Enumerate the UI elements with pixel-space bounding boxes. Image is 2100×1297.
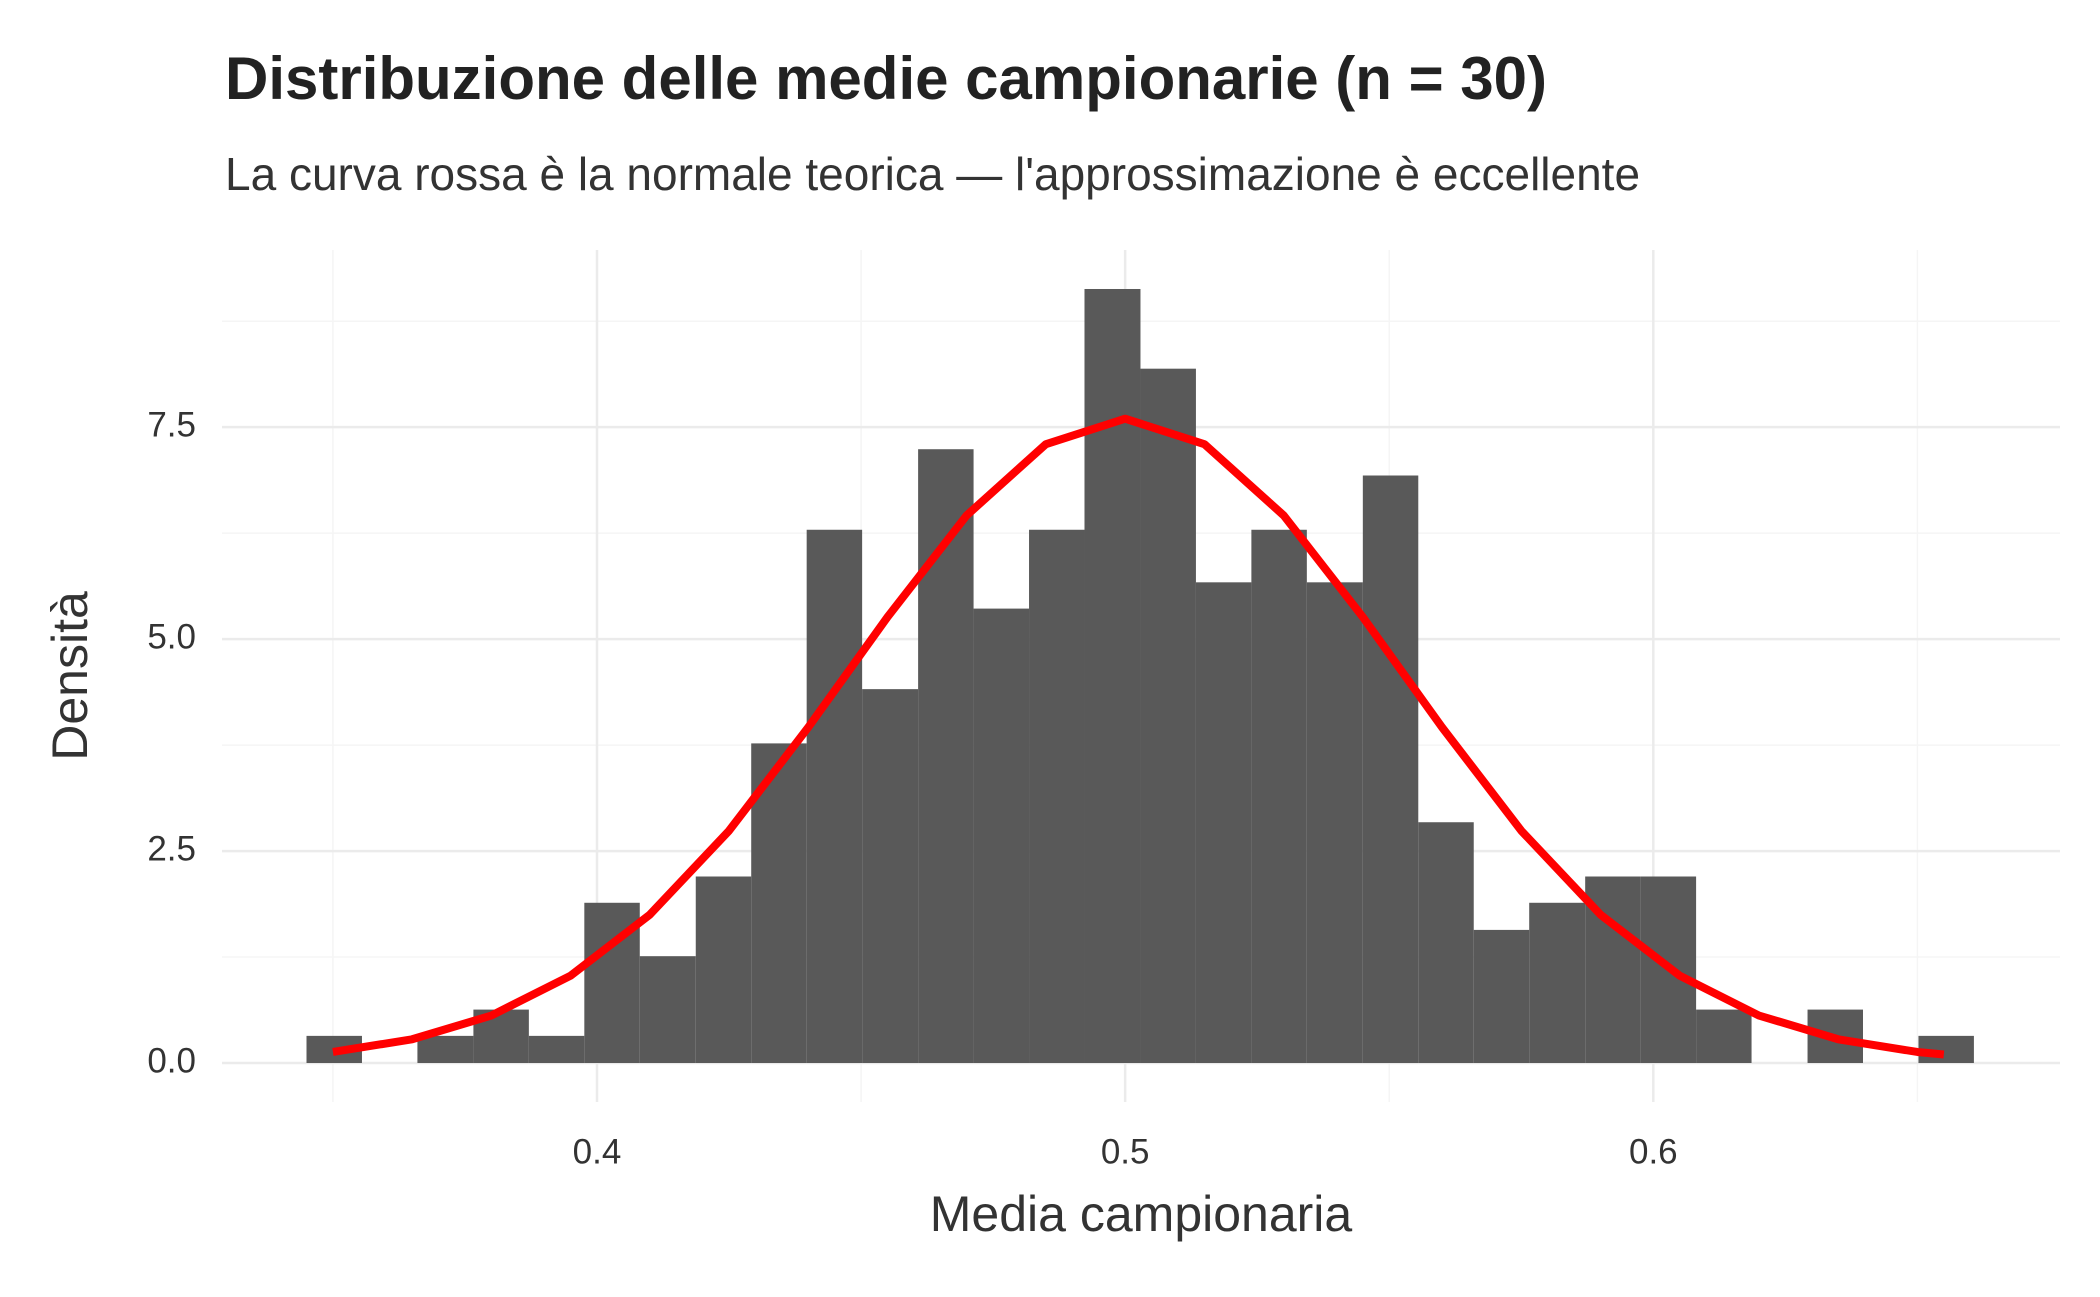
bar (1029, 529, 1085, 1064)
bar (751, 743, 807, 1064)
y-axis-title: Densità (42, 591, 98, 761)
chart-subtitle: La curva rossa è la normale teorica — l'… (225, 148, 1640, 200)
bar (1140, 368, 1196, 1064)
x-tick-label: 0.6 (1629, 1132, 1678, 1171)
bar (1529, 902, 1586, 1064)
x-tick-label: 0.4 (573, 1132, 622, 1171)
bar (528, 1035, 585, 1064)
y-tick-label: 0.0 (147, 1041, 196, 1080)
y-tick-label: 2.5 (147, 829, 196, 868)
y-tick-label: 5.0 (147, 617, 196, 656)
bar (1696, 1009, 1752, 1064)
y-tick-label: 7.5 (147, 405, 196, 444)
bar (862, 689, 919, 1064)
x-tick-label: 0.5 (1101, 1132, 1150, 1171)
bar (806, 529, 863, 1064)
bar (695, 876, 752, 1064)
bar (1418, 822, 1474, 1064)
bar (1084, 288, 1141, 1064)
bar (1362, 475, 1419, 1064)
chart-title: Distribuzione delle medie campionarie (n… (225, 45, 1547, 112)
bar (973, 608, 1030, 1064)
bar (1306, 582, 1363, 1064)
x-axis-title: Media campionaria (930, 1186, 1353, 1242)
bar (417, 1035, 474, 1064)
bar (1195, 582, 1252, 1064)
bar (1473, 929, 1530, 1064)
bar (639, 956, 696, 1064)
bar (918, 449, 974, 1064)
normal-curve (332, 414, 1945, 1059)
bar (1251, 529, 1307, 1064)
